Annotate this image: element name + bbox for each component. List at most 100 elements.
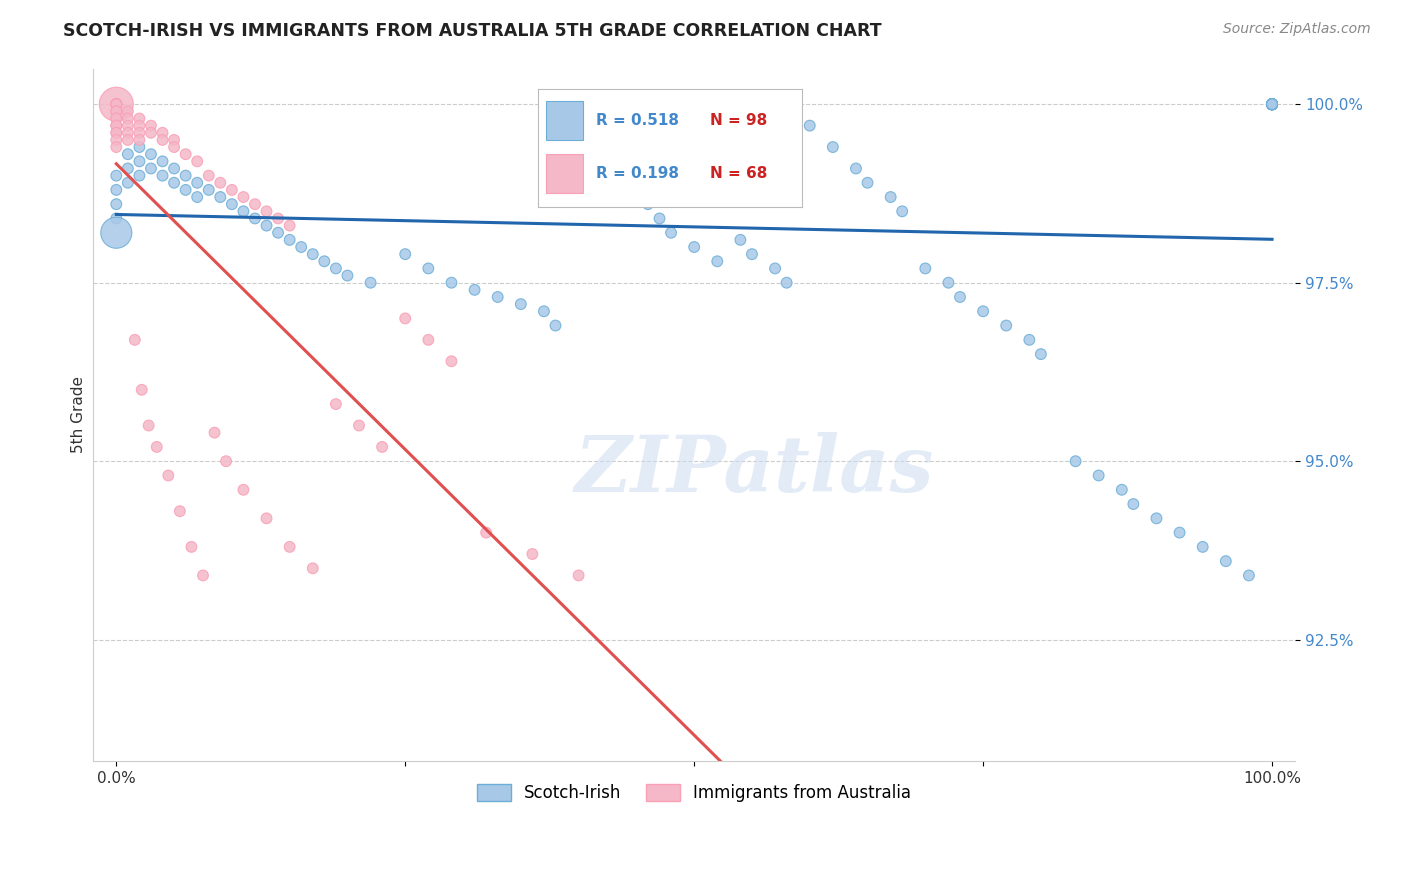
Point	[1261, 97, 1284, 112]
Point	[938, 276, 960, 290]
Point	[418, 333, 440, 347]
Point	[180, 540, 202, 554]
Point	[1261, 97, 1284, 112]
Point	[131, 383, 153, 397]
Point	[105, 104, 128, 119]
Point	[232, 190, 254, 204]
Point	[105, 140, 128, 154]
Point	[648, 211, 671, 226]
Point	[209, 176, 232, 190]
Point	[256, 511, 278, 525]
Text: ZIPatlas: ZIPatlas	[575, 432, 934, 508]
Point	[1237, 568, 1260, 582]
Point	[152, 154, 174, 169]
Point	[856, 176, 879, 190]
Point	[221, 183, 243, 197]
Point	[128, 126, 150, 140]
Point	[301, 561, 323, 575]
Point	[105, 133, 128, 147]
Point	[775, 276, 797, 290]
Point	[139, 147, 162, 161]
Point	[821, 140, 844, 154]
Point	[1261, 97, 1284, 112]
Point	[1261, 97, 1284, 112]
Point	[163, 140, 186, 154]
Point	[278, 219, 301, 233]
Point	[243, 197, 266, 211]
Point	[637, 197, 659, 211]
Point	[105, 97, 128, 112]
Point	[105, 126, 128, 140]
Point	[174, 169, 197, 183]
Point	[730, 233, 752, 247]
Point	[763, 261, 786, 276]
Point	[371, 440, 394, 454]
Point	[1261, 97, 1284, 112]
Point	[440, 276, 463, 290]
Point	[174, 147, 197, 161]
Point	[1029, 347, 1052, 361]
Point	[163, 176, 186, 190]
Point	[347, 418, 370, 433]
Point	[626, 183, 648, 197]
Point	[191, 568, 214, 582]
Point	[117, 147, 139, 161]
Point	[1111, 483, 1133, 497]
Point	[1261, 97, 1284, 112]
Point	[174, 183, 197, 197]
Point	[232, 483, 254, 497]
Point	[105, 112, 128, 126]
Point	[105, 126, 128, 140]
Point	[105, 169, 128, 183]
Point	[128, 133, 150, 147]
Point	[418, 261, 440, 276]
Point	[591, 147, 613, 161]
Point	[1064, 454, 1087, 468]
Point	[568, 568, 591, 582]
Point	[152, 133, 174, 147]
Point	[1261, 97, 1284, 112]
Point	[1146, 511, 1168, 525]
Point	[1087, 468, 1109, 483]
Point	[105, 97, 128, 112]
Point	[706, 254, 728, 268]
Point	[105, 97, 128, 112]
Point	[659, 226, 682, 240]
Point	[117, 126, 139, 140]
Point	[105, 97, 128, 112]
Point	[209, 190, 232, 204]
Point	[139, 126, 162, 140]
Point	[204, 425, 226, 440]
Point	[105, 211, 128, 226]
Point	[1261, 97, 1284, 112]
Point	[1261, 97, 1284, 112]
Point	[117, 133, 139, 147]
Point	[128, 154, 150, 169]
Point	[105, 97, 128, 112]
Point	[186, 176, 208, 190]
Point	[1261, 97, 1284, 112]
Point	[186, 190, 208, 204]
Point	[891, 204, 914, 219]
Point	[613, 169, 636, 183]
Point	[914, 261, 936, 276]
Point	[152, 126, 174, 140]
Point	[440, 354, 463, 368]
Point	[278, 233, 301, 247]
Point	[845, 161, 868, 176]
Point	[157, 468, 180, 483]
Point	[522, 547, 544, 561]
Point	[267, 226, 290, 240]
Point	[879, 190, 901, 204]
Point	[186, 154, 208, 169]
Point	[105, 104, 128, 119]
Point	[1215, 554, 1237, 568]
Point	[336, 268, 359, 283]
Point	[105, 97, 128, 112]
Point	[163, 161, 186, 176]
Point	[544, 318, 567, 333]
Point	[138, 418, 160, 433]
Point	[949, 290, 972, 304]
Point	[197, 183, 219, 197]
Text: SCOTCH-IRISH VS IMMIGRANTS FROM AUSTRALIA 5TH GRADE CORRELATION CHART: SCOTCH-IRISH VS IMMIGRANTS FROM AUSTRALI…	[63, 22, 882, 40]
